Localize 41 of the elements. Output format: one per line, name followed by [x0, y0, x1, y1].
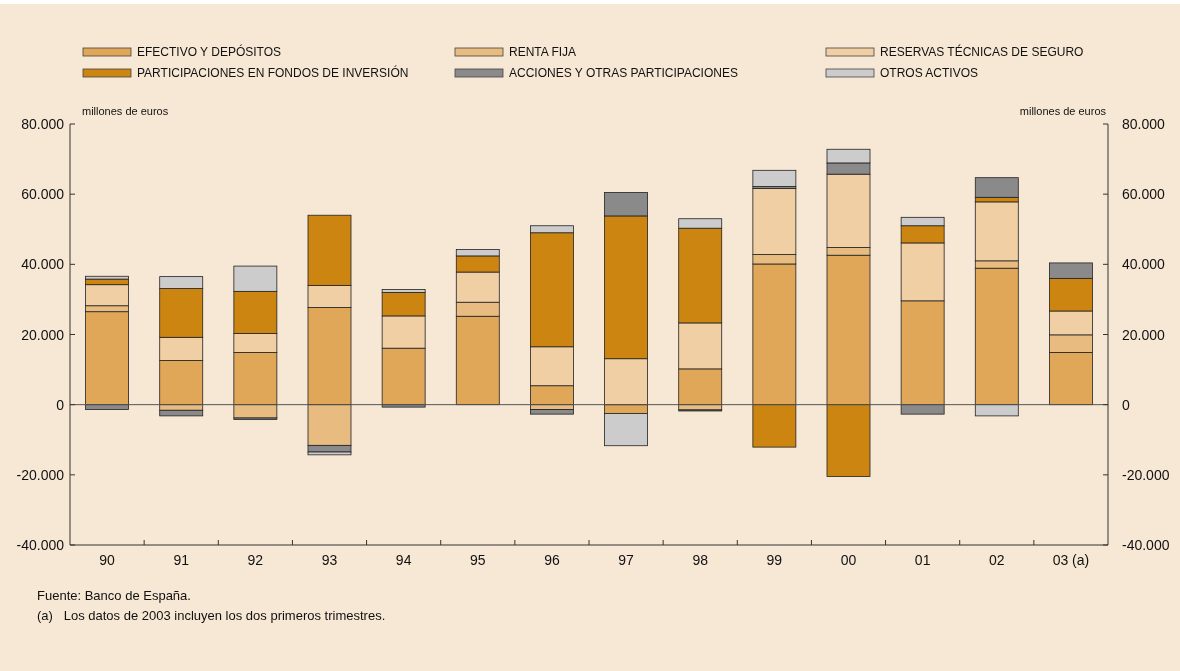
x-tick-label: 02: [989, 552, 1005, 568]
legend-label: RENTA FIJA: [509, 45, 577, 59]
y2-tick-label: 60.000: [1122, 186, 1166, 203]
legend-label: RESERVAS TÉCNICAS DE SEGURO: [880, 44, 1084, 59]
y2-tick-label: 20.000: [1122, 326, 1166, 343]
y-axis-title: millones de euros: [82, 105, 169, 117]
bar: [752, 169, 797, 187]
y2-tick-label: 80.000: [1122, 116, 1166, 132]
x-tick-label: 98: [692, 552, 709, 568]
bar: [159, 409, 204, 417]
x-tick-label: 97: [618, 552, 635, 568]
x-tick-label: 01: [914, 552, 931, 568]
y-tick-label: 60.000: [21, 186, 65, 203]
legend-label: ACCIONES Y OTRAS PARTICIPACIONES: [509, 66, 738, 80]
y2-tick-label: -40.000: [1122, 537, 1170, 553]
y2-tick-label: 0: [1122, 396, 1130, 413]
source-note: Fuente: Banco de España.: [37, 588, 191, 603]
text: (a) Los datos de 2003 incluyen los dos primeros trimestres.: [37, 608, 386, 623]
y-tick-label: 80.000: [21, 116, 65, 132]
y2-axis-title: millones de euros: [1019, 105, 1107, 117]
x-tick-label: 90: [99, 552, 116, 568]
y-tick-label: 40.000: [21, 256, 65, 273]
x-tick-label: 00: [840, 552, 857, 568]
y2-tick-label: -20.000: [1122, 466, 1170, 483]
bar: [530, 409, 574, 415]
x-tick-label: 94: [395, 552, 412, 568]
x-tick-label: 99: [766, 552, 783, 568]
y-tick-label: -20.000: [16, 466, 65, 483]
y2-tick-label: 40.000: [1122, 256, 1166, 273]
legend-label: EFECTIVO Y DEPÓSITOS: [137, 44, 282, 59]
y-tick-label: -40.000: [16, 537, 65, 553]
x-tick-label: 93: [321, 552, 338, 568]
y-tick-label: 20.000: [21, 326, 65, 343]
x-tick-label: 91: [173, 552, 190, 568]
x-tick-label: 96: [544, 552, 560, 568]
x-tick-label: 95: [470, 552, 486, 568]
x-tick-label: 92: [247, 552, 264, 568]
x-tick-label: 03 (a): [1052, 552, 1090, 568]
y-tick-label: 0: [56, 396, 65, 413]
legend-label: PARTICIPACIONES EN FONDOS DE INVERSIÓN: [137, 65, 409, 80]
legend-label: OTROS ACTIVOS: [880, 66, 979, 80]
